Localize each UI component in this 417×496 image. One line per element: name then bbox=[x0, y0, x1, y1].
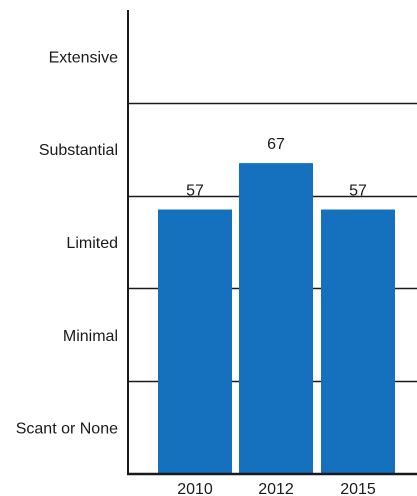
bar-2015 bbox=[321, 209, 395, 474]
bar-2010 bbox=[158, 209, 232, 474]
data-label-2010: 57 bbox=[186, 183, 204, 200]
data-label-2015: 57 bbox=[349, 183, 367, 200]
x-tick-2012: 2012 bbox=[258, 481, 294, 496]
band-label: Scant or None bbox=[16, 421, 118, 438]
x-tick-labels: 2010 2012 2015 bbox=[177, 481, 376, 496]
band-label: Limited bbox=[66, 235, 118, 252]
band-label: Minimal bbox=[63, 328, 118, 345]
data-labels: 57 67 57 bbox=[186, 136, 367, 199]
data-label-2012: 67 bbox=[267, 136, 285, 153]
x-tick-2010: 2010 bbox=[177, 481, 213, 496]
band-label: Extensive bbox=[49, 49, 118, 66]
x-tick-2015: 2015 bbox=[340, 481, 376, 496]
band-label: Substantial bbox=[39, 142, 118, 159]
band-labels: Scant or None Minimal Limited Substantial Ex… bbox=[16, 49, 118, 437]
bars bbox=[158, 163, 395, 474]
bar-2012 bbox=[239, 163, 313, 474]
